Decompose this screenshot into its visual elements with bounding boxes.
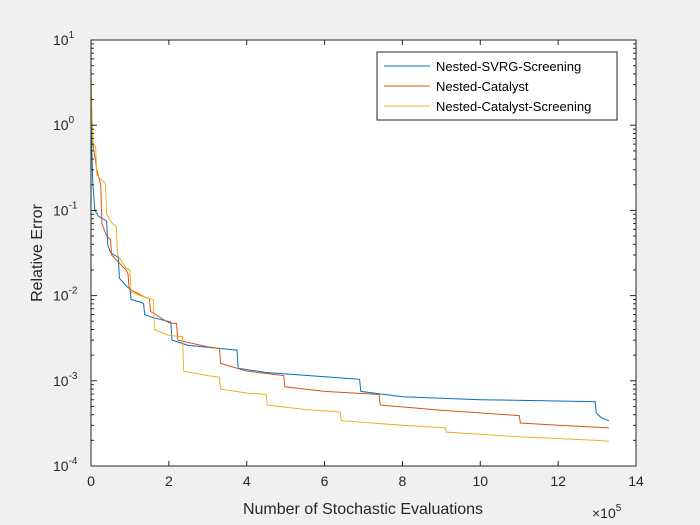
y-tick-label: 10-4: [53, 456, 78, 474]
x-tick-label: 14: [628, 473, 644, 489]
x-tick-label: 12: [550, 473, 566, 489]
y-axis: 10-4 10-3 10-2 10-1 100 101: [53, 30, 636, 474]
x-tick-label: 4: [243, 473, 251, 489]
y-tick-label: 10-1: [53, 200, 78, 218]
legend-label: Nested-SVRG-Screening: [436, 59, 581, 74]
x-tick-label: 0: [87, 473, 95, 489]
plot-frame: [90, 39, 637, 467]
series-line-0: [90, 115, 609, 422]
series-layer: [90, 73, 609, 442]
y-axis-label: Relative Error: [29, 203, 46, 301]
x-tick-label: 6: [321, 473, 329, 489]
y-tick-label: 10-3: [53, 371, 78, 389]
legend-label: Nested-Catalyst: [436, 79, 529, 94]
y-tick-label: 101: [53, 30, 75, 48]
x-axis-label: Number of Stochastic Evaluations: [243, 501, 483, 518]
x-tick-label: 10: [472, 473, 488, 489]
x-tick-label: 2: [165, 473, 173, 489]
legend-label: Nested-Catalyst-Screening: [436, 99, 591, 114]
y-tick-label: 100: [53, 115, 75, 133]
x-tick-label: 8: [399, 473, 407, 489]
y-tick-label: 10-2: [53, 286, 78, 304]
series-line-1: [90, 91, 609, 429]
x-axis: 0 2 4 6 8 10 12 14: [87, 40, 644, 489]
legend: Nested-SVRG-Screening Nested-Catalyst Nest…: [376, 51, 618, 121]
series-line-2: [90, 73, 609, 442]
x-exponent-label: ×105: [592, 503, 622, 521]
